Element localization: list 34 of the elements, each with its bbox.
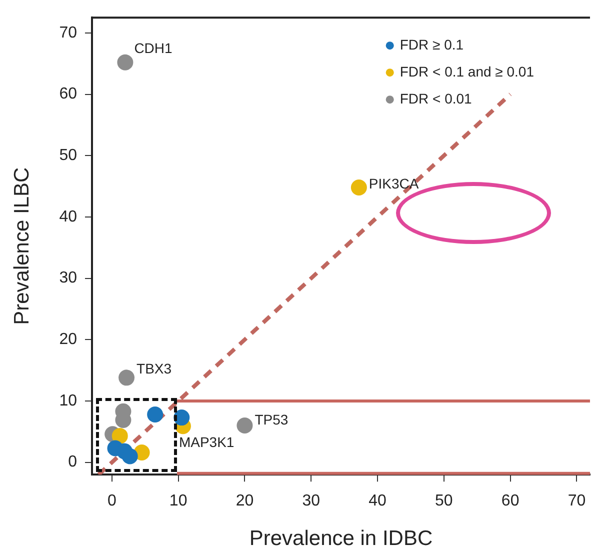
x-tick-label: 60: [501, 492, 520, 510]
legend-label: FDR < 0.01: [400, 90, 472, 106]
point: [122, 448, 138, 464]
point: [147, 406, 164, 422]
point: [118, 370, 135, 386]
x-tick-label: 10: [169, 492, 188, 510]
annotation: TP53: [254, 411, 288, 428]
point: [236, 418, 253, 434]
point: [174, 410, 190, 426]
x-tick-label: 50: [435, 492, 453, 510]
legend-label: FDR ≥ 0.1: [400, 36, 464, 52]
x-tick-label: 0: [107, 492, 116, 510]
legend-label: FDR < 0.1 and ≥ 0.01: [400, 63, 534, 80]
y-axis-title: Prevalence ILBC: [10, 167, 34, 325]
y-tick-label: 70: [59, 24, 78, 42]
annotation: MAP3K1: [178, 434, 234, 450]
x-tick-label: 20: [236, 492, 254, 510]
y-tick-label: 30: [59, 270, 78, 287]
point: [350, 180, 367, 196]
y-tick-label: 0: [68, 454, 78, 471]
y-tick-label: 10: [59, 392, 78, 410]
y-tick-label: 40: [59, 208, 78, 226]
x-tick-label: 30: [302, 492, 320, 510]
annotation: TBX3: [136, 360, 172, 377]
point: [117, 54, 134, 70]
y-tick-label: 50: [59, 147, 78, 164]
x-axis-title: Prevalence in IDBC: [249, 527, 433, 550]
x-tick-label: 40: [368, 492, 387, 510]
y-tick-label: 20: [59, 331, 78, 348]
x-tick-label: 70: [568, 492, 586, 510]
annotation: CDH1: [134, 40, 173, 56]
y-tick-label: 60: [59, 86, 78, 103]
annotation: PIK3CA: [368, 175, 420, 192]
point: [112, 428, 128, 444]
